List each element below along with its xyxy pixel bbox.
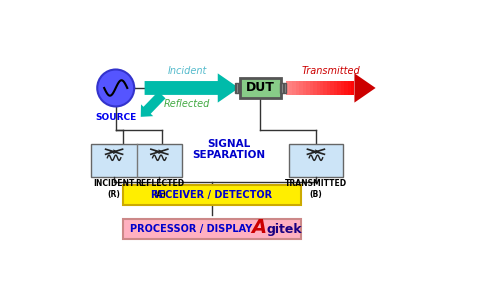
Polygon shape [348, 81, 351, 95]
Text: PROCESSOR / DISPLAY: PROCESSOR / DISPLAY [130, 224, 252, 234]
Polygon shape [292, 81, 296, 95]
FancyBboxPatch shape [280, 83, 285, 93]
Polygon shape [286, 81, 289, 95]
Polygon shape [296, 81, 300, 95]
FancyBboxPatch shape [92, 144, 182, 176]
Polygon shape [334, 81, 337, 95]
Text: gitek: gitek [267, 223, 302, 236]
FancyBboxPatch shape [289, 144, 343, 176]
Text: REFLECTED
(A): REFLECTED (A) [135, 179, 184, 199]
Polygon shape [354, 73, 376, 103]
Text: Incident: Incident [168, 66, 206, 76]
Polygon shape [344, 81, 348, 95]
Polygon shape [313, 81, 316, 95]
Polygon shape [324, 81, 327, 95]
FancyBboxPatch shape [124, 184, 300, 205]
Polygon shape [340, 81, 344, 95]
Polygon shape [144, 73, 239, 103]
Polygon shape [302, 81, 306, 95]
Text: INCIDENT
(R): INCIDENT (R) [94, 179, 135, 199]
Text: Reflected: Reflected [164, 99, 210, 109]
Polygon shape [351, 81, 354, 95]
Polygon shape [320, 81, 324, 95]
Text: TRANSMITTED
(B): TRANSMITTED (B) [285, 179, 347, 199]
Text: A: A [251, 218, 266, 237]
Polygon shape [316, 81, 320, 95]
Polygon shape [300, 81, 302, 95]
Polygon shape [337, 81, 340, 95]
FancyBboxPatch shape [235, 83, 240, 93]
Polygon shape [310, 81, 313, 95]
Polygon shape [330, 81, 334, 95]
FancyBboxPatch shape [124, 219, 300, 239]
Text: SIGNAL
SEPARATION: SIGNAL SEPARATION [192, 139, 266, 160]
Polygon shape [306, 81, 310, 95]
Polygon shape [141, 92, 166, 117]
Text: DUT: DUT [246, 82, 274, 94]
Polygon shape [327, 81, 330, 95]
Text: SOURCE: SOURCE [95, 113, 136, 122]
Text: Transmitted: Transmitted [301, 66, 360, 76]
Circle shape [97, 70, 134, 106]
FancyBboxPatch shape [240, 78, 281, 98]
Polygon shape [289, 81, 292, 95]
Text: RECEIVER / DETECTOR: RECEIVER / DETECTOR [152, 190, 272, 200]
